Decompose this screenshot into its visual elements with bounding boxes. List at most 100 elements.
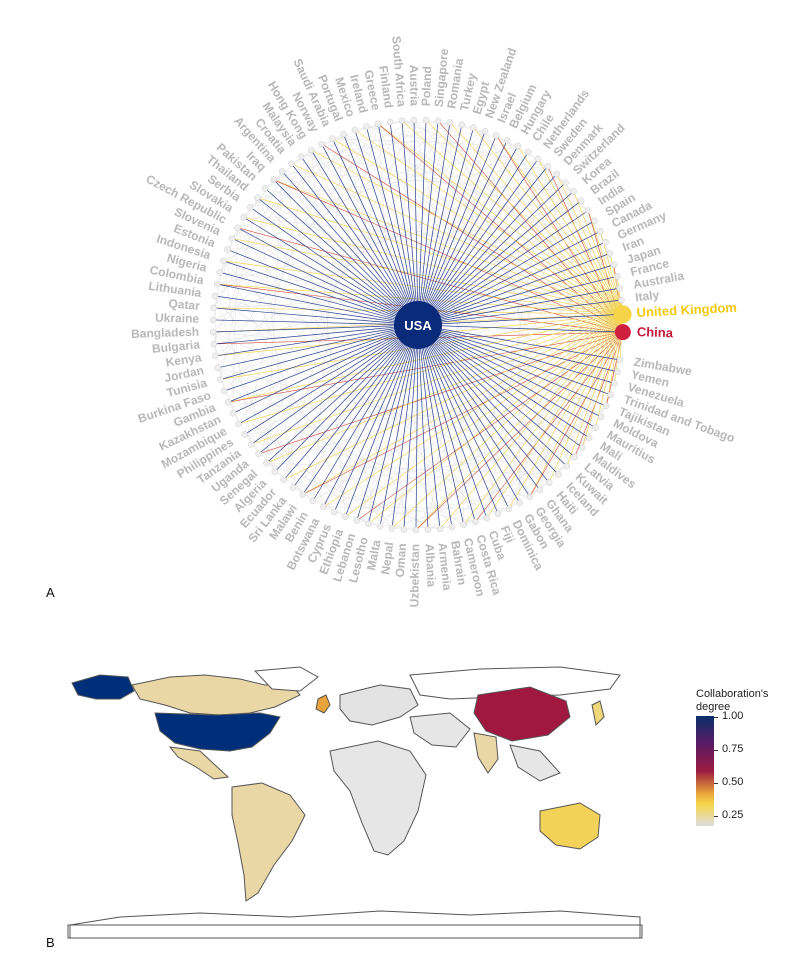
country-node	[309, 497, 317, 505]
network-edge	[356, 166, 549, 521]
country-node	[307, 146, 315, 154]
network-edge-usa	[238, 324, 419, 425]
network-edge-usa	[417, 324, 541, 491]
network-edge-usa	[220, 324, 419, 380]
network-edge-usa	[417, 324, 465, 525]
network-edge-uk	[345, 313, 623, 517]
network-edge-usa	[215, 324, 419, 357]
country-node	[297, 153, 305, 160]
network-edge-uk	[266, 313, 623, 464]
network-edge-usa	[227, 324, 419, 403]
network-edge-china	[228, 331, 623, 403]
country-node	[278, 168, 286, 175]
network-edge-uk	[439, 314, 623, 530]
china-shape	[473, 686, 571, 742]
country-node	[524, 148, 532, 156]
network-edge-usa	[417, 324, 429, 530]
network-edge-uk	[377, 123, 623, 315]
network-edge-usa	[213, 324, 419, 333]
country-label: Kenya	[165, 350, 203, 369]
network-edge-usa	[264, 188, 419, 326]
greenland-shape	[253, 666, 319, 692]
country-label: Finland	[376, 65, 396, 109]
network-edge-uk	[463, 314, 623, 526]
country-node	[603, 402, 610, 410]
network-edge-uk	[486, 314, 624, 519]
network-edge-usa	[302, 324, 419, 495]
network-edge	[508, 253, 611, 509]
country-node	[365, 520, 372, 528]
country-node	[584, 207, 592, 214]
network-edge-usa	[345, 324, 419, 517]
network-edge-uk	[566, 314, 624, 467]
country-node	[386, 118, 394, 126]
network-edge-usa	[417, 324, 499, 514]
country-node	[503, 137, 511, 144]
network-edge-usa	[417, 324, 576, 458]
network-edge-usa	[417, 135, 497, 326]
country-node	[318, 140, 325, 148]
network-edge-uk	[217, 283, 623, 315]
network-edge-usa	[417, 182, 566, 326]
country-node	[470, 124, 477, 131]
network-edge-usa	[244, 324, 419, 435]
panel-b-label: B	[46, 935, 55, 950]
network-edge	[237, 227, 324, 507]
network-edge-uk	[537, 158, 624, 315]
country-node	[376, 523, 384, 530]
country-node	[553, 170, 561, 178]
country-node	[494, 510, 502, 517]
network-edge	[274, 145, 519, 472]
network-edge	[343, 133, 441, 529]
country-label: South Africa	[389, 35, 409, 107]
network-edge-usa	[291, 163, 419, 326]
country-node	[614, 368, 621, 376]
network-edge-usa	[417, 200, 582, 326]
country-node	[353, 517, 360, 524]
country-node	[255, 450, 262, 458]
network-edges	[212, 119, 624, 531]
country-node	[271, 468, 279, 475]
country-node	[209, 316, 217, 324]
network-edge-uk	[573, 191, 624, 315]
country-label: Singapore	[432, 48, 452, 108]
network-edge-usa	[379, 324, 419, 527]
country-node	[481, 128, 489, 135]
network-edge-usa	[356, 324, 419, 521]
network-edge	[323, 191, 574, 508]
country-node	[329, 135, 336, 142]
panel-a-label: A	[46, 585, 55, 600]
network-edge-usa	[417, 122, 451, 326]
network-edge-uk	[425, 119, 623, 315]
country-node	[220, 257, 227, 265]
country-label: Oman	[393, 543, 409, 578]
network-edge-usa	[417, 287, 620, 326]
network-edge	[244, 149, 312, 435]
network-edge	[244, 287, 620, 435]
network-edge-uk	[243, 216, 623, 315]
network-edge-usa	[417, 324, 476, 522]
country-node	[398, 117, 406, 124]
country-label: United Kingdom	[636, 300, 737, 320]
uk-shape	[315, 694, 331, 714]
network-edge	[217, 123, 379, 368]
network-edge	[281, 171, 510, 509]
country-node	[228, 235, 236, 242]
country-node	[592, 424, 599, 431]
country-node	[246, 204, 254, 211]
network-edge	[368, 120, 415, 524]
network-edge-china	[377, 123, 624, 333]
country-node	[210, 304, 217, 312]
country-node	[607, 391, 614, 399]
country-node	[224, 399, 232, 406]
country-node	[579, 444, 586, 451]
network-edge	[223, 260, 357, 521]
canada-shape	[131, 674, 301, 716]
network-edge-usa	[323, 324, 419, 508]
network-edge-usa	[273, 179, 419, 326]
country-node	[320, 503, 327, 511]
network-edge-usa	[300, 156, 419, 326]
country-node	[220, 387, 228, 395]
country-node	[216, 269, 224, 276]
mexico-shape	[168, 746, 230, 780]
